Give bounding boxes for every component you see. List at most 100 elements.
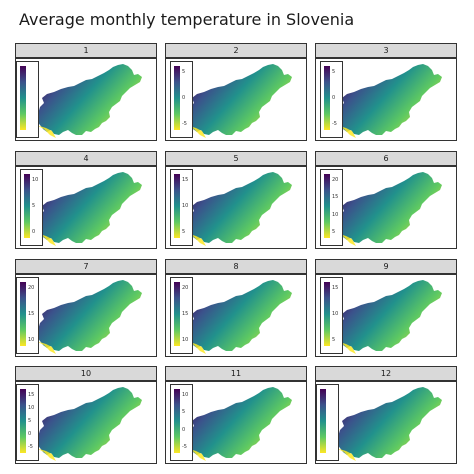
temperature-raster [37, 172, 142, 243]
coastal-warm-area [186, 341, 206, 354]
panel-strip-label: 1 [15, 43, 157, 58]
map-plot-area: -5 0 5 [315, 58, 457, 141]
temperature-raster [337, 64, 442, 135]
map-panel-month-5: 5 5 10 15 [165, 151, 307, 249]
legend-tick-label: 0 [332, 95, 336, 101]
map-panel-month-10: 10 -5 0 5 10 15 [15, 366, 157, 464]
map-plot-area: 10 15 20 [165, 274, 307, 357]
coastal-warm-area [186, 233, 206, 246]
slovenia-map [336, 280, 442, 354]
coastal-warm-area [336, 448, 356, 461]
slovenia-map [186, 280, 292, 354]
map-panel-month-8: 8 10 15 20 [165, 259, 307, 357]
legend-colorbar [24, 174, 30, 238]
map-panel-month-4: 4 0 5 10 [15, 151, 157, 249]
temperature-raster [337, 387, 442, 458]
color-legend: 10 15 20 [16, 277, 39, 354]
coastal-warm-area [36, 233, 56, 246]
map-plot-area: 10 15 20 [15, 274, 157, 357]
legend-tick-label: 15 [28, 392, 35, 399]
panel-strip-label: 3 [315, 43, 457, 58]
legend-tick-label: 10 [32, 177, 39, 184]
temperature-raster [337, 172, 442, 243]
panel-strip-label: 10 [15, 366, 157, 381]
legend-tick-label: 5 [32, 203, 36, 209]
panel-strip-label: 7 [15, 259, 157, 274]
temperature-raster [187, 387, 292, 458]
temperature-raster [37, 387, 142, 458]
chart-title: Average monthly temperature in Slovenia [19, 10, 355, 29]
color-legend: -5 0 5 10 15 [16, 384, 39, 461]
map-plot-area: 5 10 15 20 [315, 166, 457, 249]
legend-colorbar [20, 66, 26, 130]
panel-strip-label: 6 [315, 151, 457, 166]
map-panel-month-7: 7 10 15 20 [15, 259, 157, 357]
temperature-raster [37, 280, 142, 351]
legend-tick-label: 15 [332, 194, 339, 201]
temperature-raster [187, 172, 292, 243]
legend-tick-label: 5 [182, 228, 186, 235]
legend-tick-label: 15 [28, 311, 35, 317]
map-plot-area [15, 58, 157, 141]
temperature-raster [187, 280, 292, 351]
legend-tick-label: 10 [28, 405, 35, 412]
slovenia-map [336, 172, 442, 246]
panel-strip-label: 12 [315, 366, 457, 381]
color-legend: -5 0 5 [170, 61, 193, 138]
legend-tick-label: 5 [332, 228, 336, 235]
slovenia-map [36, 280, 142, 354]
color-legend: -5 0 5 [320, 61, 343, 138]
legend-tick-label: 5 [182, 69, 186, 76]
legend-tick-label: 20 [28, 285, 35, 292]
legend-tick-label: -5 [332, 120, 337, 127]
legend-colorbar [174, 174, 180, 238]
legend-colorbar [174, 389, 180, 453]
coastal-warm-area [36, 448, 56, 461]
legend-tick-label: 10 [332, 211, 339, 218]
temperature-raster [37, 64, 142, 135]
coastal-warm-area [36, 341, 56, 354]
map-panel-month-6: 6 5 10 15 20 [315, 151, 457, 249]
legend-tick-label: 5 [332, 336, 336, 343]
slovenia-map [186, 172, 292, 246]
legend-colorbar [324, 282, 330, 346]
map-plot-area: -5 0 5 10 15 [15, 381, 157, 464]
legend-colorbar [324, 174, 330, 238]
coastal-warm-area [36, 125, 56, 138]
legend-tick-label: 10 [182, 203, 189, 209]
map-panel-month-9: 9 5 10 15 [315, 259, 457, 357]
legend-colorbar [174, 66, 180, 130]
panel-strip-label: 11 [165, 366, 307, 381]
legend-tick-label: -5 [182, 443, 187, 450]
legend-tick-label: 10 [182, 392, 189, 399]
legend-tick-label: 10 [28, 336, 35, 343]
temperature-raster [337, 280, 442, 351]
panel-strip-label: 9 [315, 259, 457, 274]
color-legend: 5 10 15 20 [320, 169, 343, 246]
slovenia-map [36, 387, 142, 461]
legend-tick-label: 10 [182, 336, 189, 343]
map-plot-area: 5 10 15 [315, 274, 457, 357]
legend-tick-label: 0 [182, 95, 186, 101]
legend-tick-label: 0 [32, 228, 36, 235]
legend-tick-label: 5 [332, 69, 336, 76]
legend-tick-label: 20 [332, 177, 339, 184]
legend-tick-label: 15 [182, 177, 189, 184]
coastal-warm-area [186, 125, 206, 138]
color-legend: -5 0 5 10 [170, 384, 193, 461]
map-plot-area: -5 0 5 [165, 58, 307, 141]
slovenia-map [186, 387, 292, 461]
map-plot-area: -5 0 5 10 [165, 381, 307, 464]
legend-tick-label: 5 [28, 418, 32, 424]
legend-tick-label: -5 [182, 120, 187, 127]
slovenia-map [36, 172, 142, 246]
legend-colorbar [324, 66, 330, 130]
legend-colorbar [20, 389, 26, 453]
legend-colorbar [320, 389, 326, 453]
legend-colorbar [20, 282, 26, 346]
legend-tick-label: 10 [332, 311, 339, 317]
panel-strip-label: 5 [165, 151, 307, 166]
map-plot-area: 5 10 15 [165, 166, 307, 249]
slovenia-map [36, 64, 142, 138]
slovenia-map [186, 64, 292, 138]
